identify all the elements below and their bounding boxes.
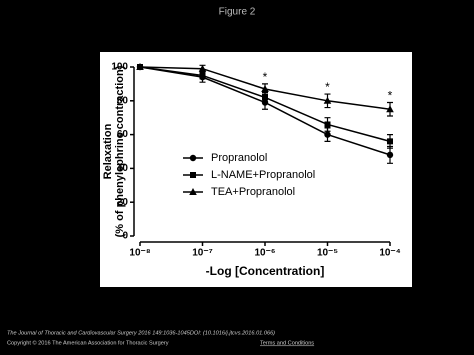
significance-mark: * bbox=[325, 80, 330, 94]
legend-marker bbox=[189, 154, 197, 162]
x-tick-label: 10⁻⁶ bbox=[254, 248, 275, 259]
y-axis-label: Relaxation bbox=[102, 123, 114, 179]
point bbox=[323, 96, 332, 104]
point bbox=[262, 94, 268, 101]
significance-mark: * bbox=[263, 70, 268, 84]
y-axis-label: (% of phenylephrine contraction) bbox=[114, 65, 126, 237]
x-tick-label: 10⁻⁸ bbox=[129, 248, 150, 259]
y-tick-label: 80 bbox=[117, 95, 129, 106]
point bbox=[199, 72, 206, 79]
legend-label: L-NAME+Propranolol bbox=[211, 169, 315, 181]
legend-label: Propranolol bbox=[211, 152, 267, 164]
legend-marker bbox=[189, 188, 197, 195]
point bbox=[136, 63, 144, 70]
y-tick-label: 100 bbox=[111, 62, 128, 73]
terms-link[interactable]: Terms and Conditions bbox=[260, 340, 314, 346]
significance-mark: * bbox=[388, 89, 393, 103]
x-axis-label: -Log [Concentration] bbox=[206, 264, 325, 278]
point bbox=[261, 84, 269, 92]
x-tick-label: 10⁻⁴ bbox=[379, 248, 400, 259]
point bbox=[386, 105, 394, 113]
y-tick-label: 0 bbox=[122, 231, 128, 242]
legend-marker bbox=[190, 172, 196, 178]
chart-panel bbox=[100, 52, 412, 287]
citation: The Journal of Thoracic and Cardiovascul… bbox=[7, 330, 275, 336]
copyright: Copyright © 2016 The American Associatio… bbox=[7, 339, 169, 346]
point bbox=[198, 64, 207, 72]
x-tick-label: 10⁻⁵ bbox=[317, 248, 338, 259]
point bbox=[324, 131, 331, 138]
y-tick-label: 20 bbox=[117, 197, 129, 208]
legend-label: TEA+Propranolol bbox=[211, 186, 295, 198]
x-tick-label: 10⁻⁷ bbox=[192, 248, 213, 259]
figure-title: Figure 2 bbox=[219, 7, 256, 18]
y-tick-label: 60 bbox=[117, 129, 129, 140]
point bbox=[324, 121, 331, 128]
y-tick-label: 40 bbox=[117, 163, 129, 174]
point bbox=[386, 151, 394, 159]
point bbox=[387, 138, 393, 145]
